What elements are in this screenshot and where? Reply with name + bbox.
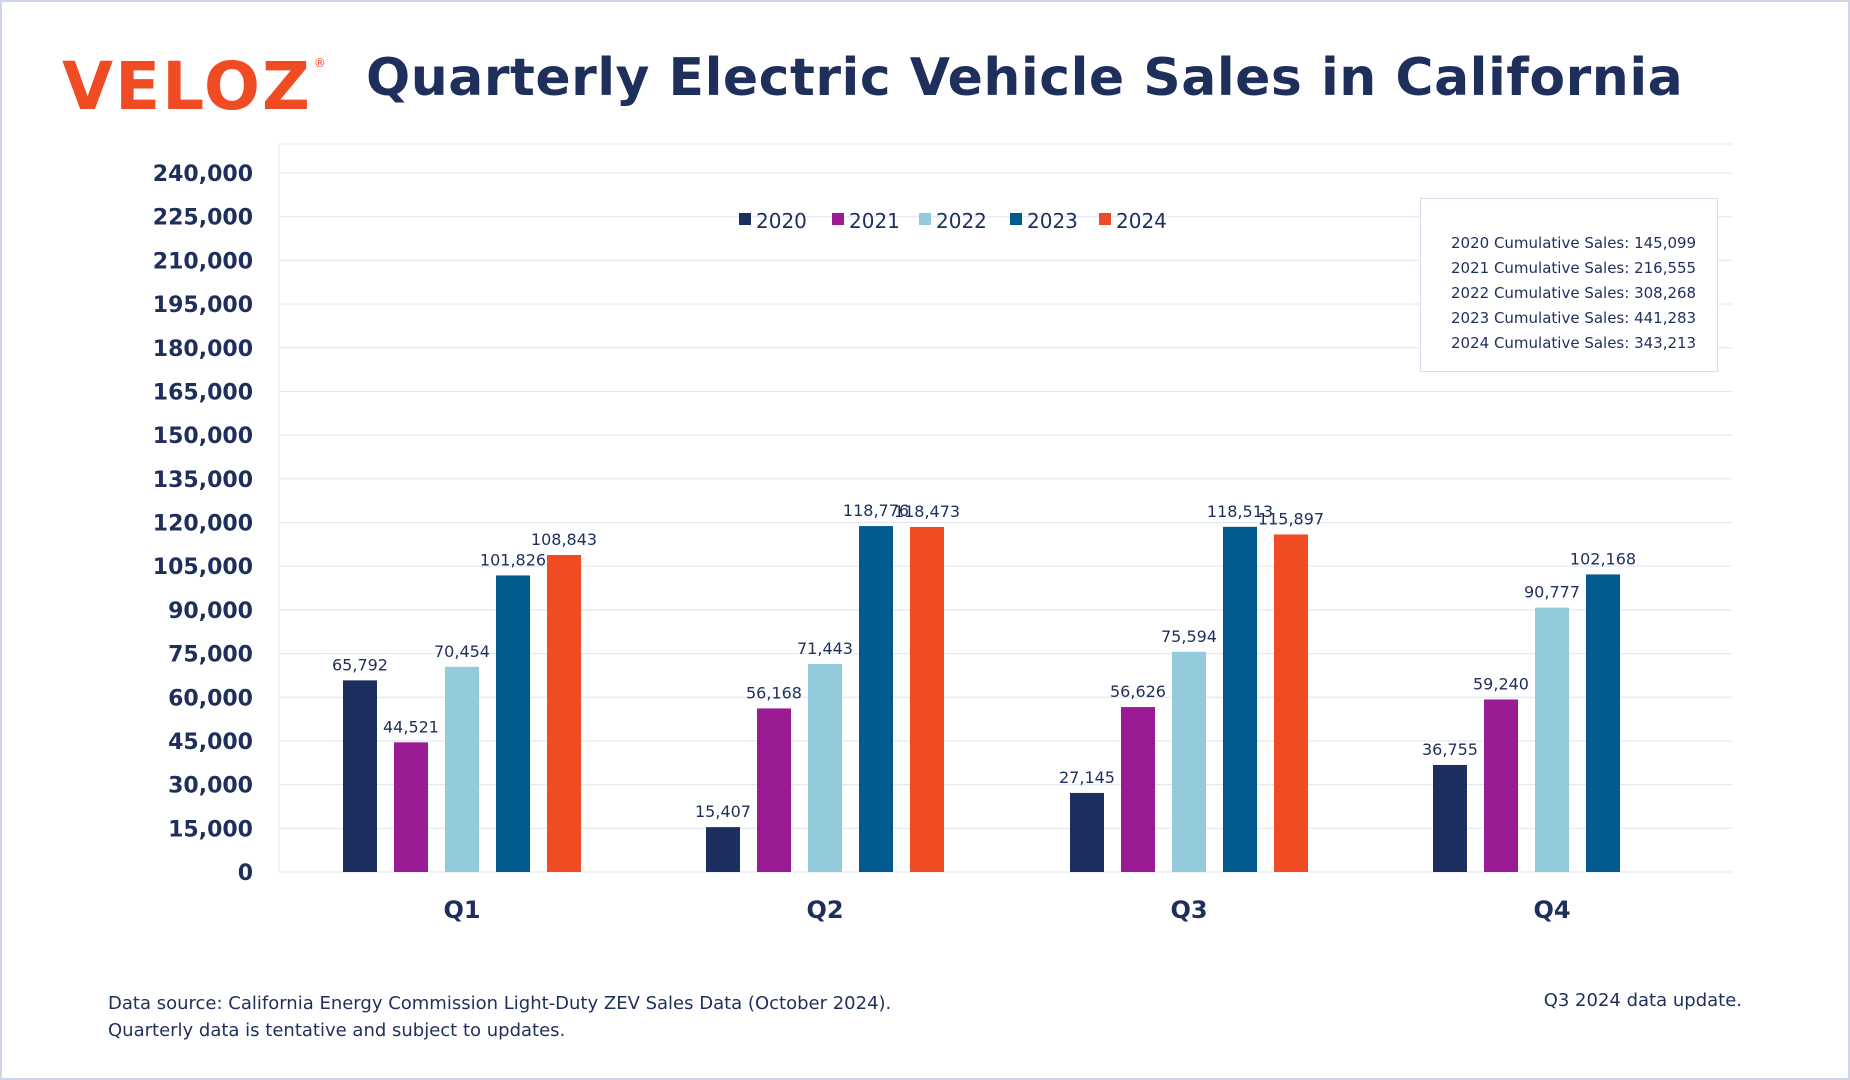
bar-2022-q1 bbox=[445, 666, 479, 872]
legend-swatch-2020 bbox=[739, 213, 751, 225]
y-tick-label: 90,000 bbox=[168, 599, 253, 624]
bar-2020-q4 bbox=[1433, 764, 1467, 872]
cumulative-2022: 2022 Cumulative Sales: 308,268 bbox=[1451, 284, 1697, 302]
legend-label-2022: 2022 bbox=[936, 209, 987, 233]
footnote-line-1: Data source: California Energy Commissio… bbox=[108, 993, 892, 1014]
data-source-note: Data source: California Energy Commissio… bbox=[108, 990, 891, 1044]
veloz-logo: VELOZ ® bbox=[62, 48, 328, 125]
legend-swatch-2024 bbox=[1099, 213, 1111, 225]
chart-title: Quarterly Electric Vehicle Sales in Cali… bbox=[366, 48, 1684, 108]
bar-2022-q3 bbox=[1172, 651, 1206, 872]
legend-swatch-2023 bbox=[1010, 213, 1022, 225]
data-label: 44,521 bbox=[383, 717, 439, 736]
data-label: 118,513 bbox=[1207, 502, 1273, 521]
x-tick-label-q3: Q3 bbox=[1170, 896, 1207, 924]
data-label: 75,594 bbox=[1161, 627, 1217, 646]
registered-mark: ® bbox=[313, 56, 328, 70]
bar-2022-q2 bbox=[808, 663, 842, 872]
data-label: 56,626 bbox=[1110, 682, 1166, 701]
legend-label-2020: 2020 bbox=[756, 209, 807, 233]
data-label: 115,897 bbox=[1258, 509, 1324, 528]
y-tick-label: 0 bbox=[238, 861, 253, 886]
data-label: 36,755 bbox=[1422, 740, 1478, 759]
data-label: 118,776 bbox=[843, 501, 909, 520]
y-tick-label: 150,000 bbox=[153, 424, 253, 449]
data-label: 65,792 bbox=[332, 655, 388, 674]
bar-2021-q2 bbox=[757, 708, 791, 872]
data-label: 15,407 bbox=[695, 802, 751, 821]
data-label: 102,168 bbox=[1570, 549, 1636, 568]
bar-2024-q1 bbox=[547, 554, 581, 872]
data-label: 108,843 bbox=[531, 530, 597, 549]
y-tick-label: 240,000 bbox=[153, 162, 253, 187]
data-label: 70,454 bbox=[434, 642, 490, 661]
bar-2022-q4 bbox=[1535, 607, 1569, 872]
y-tick-label: 225,000 bbox=[153, 206, 253, 231]
data-label: 56,168 bbox=[746, 683, 802, 702]
data-label: 90,777 bbox=[1524, 583, 1580, 602]
bar-2021-q4 bbox=[1484, 699, 1518, 872]
data-label: 59,240 bbox=[1473, 674, 1529, 693]
data-label: 118,473 bbox=[894, 502, 960, 521]
data-label: 71,443 bbox=[797, 639, 853, 658]
legend-swatch-2022 bbox=[919, 213, 931, 225]
data-label: 101,826 bbox=[480, 550, 546, 569]
legend-label-2024: 2024 bbox=[1116, 209, 1167, 233]
bar-2021-q3 bbox=[1121, 707, 1155, 872]
bar-2020-q2 bbox=[706, 827, 740, 872]
cumulative-2023: 2023 Cumulative Sales: 441,283 bbox=[1451, 309, 1697, 327]
footnote-line-2: Quarterly data is tentative and subject … bbox=[108, 1020, 566, 1041]
y-tick-label: 45,000 bbox=[168, 730, 253, 755]
bar-2024-q3 bbox=[1274, 534, 1308, 872]
legend-label-2021: 2021 bbox=[849, 209, 900, 233]
y-tick-label: 135,000 bbox=[153, 468, 253, 493]
y-tick-label: 120,000 bbox=[153, 512, 253, 537]
y-tick-label: 180,000 bbox=[153, 337, 253, 362]
legend-swatch-2021 bbox=[832, 213, 844, 225]
y-tick-label: 210,000 bbox=[153, 249, 253, 274]
bar-2023-q2 bbox=[859, 526, 893, 872]
bar-2020-q3 bbox=[1070, 792, 1104, 872]
bar-2020-q1 bbox=[343, 680, 377, 872]
x-tick-label-q1: Q1 bbox=[443, 896, 480, 924]
bar-2023-q3 bbox=[1223, 526, 1257, 872]
cumulative-2021: 2021 Cumulative Sales: 216,555 bbox=[1451, 259, 1697, 277]
data-label: 27,145 bbox=[1059, 768, 1115, 787]
x-tick-label-q2: Q2 bbox=[806, 896, 843, 924]
y-tick-label: 15,000 bbox=[168, 817, 253, 842]
bar-2021-q1 bbox=[394, 742, 428, 872]
legend-label-2023: 2023 bbox=[1027, 209, 1078, 233]
y-tick-label: 105,000 bbox=[153, 555, 253, 580]
y-tick-label: 195,000 bbox=[153, 293, 253, 318]
update-note: Q3 2024 data update. bbox=[1543, 990, 1742, 1011]
bar-2023-q4 bbox=[1586, 574, 1620, 872]
bar-2023-q1 bbox=[496, 575, 530, 872]
y-tick-label: 30,000 bbox=[168, 774, 253, 799]
y-tick-label: 60,000 bbox=[168, 686, 253, 711]
cumulative-sales-box: 2020 Cumulative Sales: 145,099 2021 Cumu… bbox=[1420, 198, 1718, 372]
cumulative-2020: 2020 Cumulative Sales: 145,099 bbox=[1451, 234, 1697, 252]
cumulative-2024: 2024 Cumulative Sales: 343,213 bbox=[1451, 334, 1697, 352]
y-tick-label: 165,000 bbox=[153, 380, 253, 405]
y-tick-label: 75,000 bbox=[168, 643, 253, 668]
logo-text: VELOZ bbox=[62, 48, 312, 125]
bar-2024-q2 bbox=[910, 526, 944, 872]
x-tick-label-q4: Q4 bbox=[1533, 896, 1570, 924]
